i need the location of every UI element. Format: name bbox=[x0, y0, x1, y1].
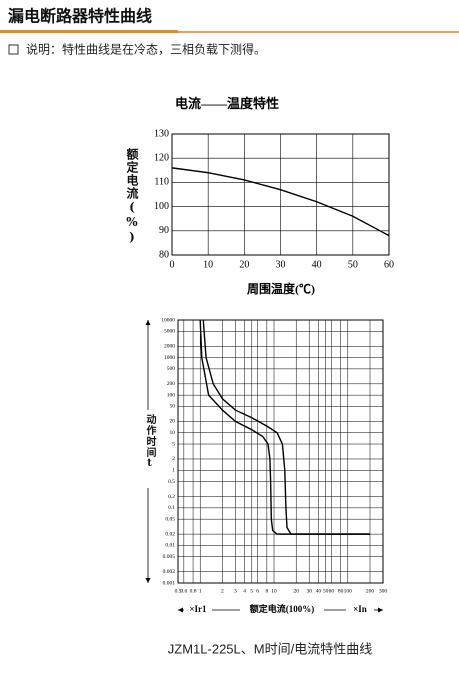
y-tick-label: 0.1 bbox=[168, 505, 175, 511]
x-tick-label: 8 bbox=[265, 588, 268, 594]
y-tick-label: 5 bbox=[172, 441, 175, 447]
y-tick-label: 1000 bbox=[164, 355, 175, 361]
y-axis-label: 动作时间t bbox=[144, 414, 155, 470]
x-tick-label: 40 bbox=[316, 588, 322, 594]
plot-area bbox=[177, 319, 384, 584]
x-tick-label: 0.8 bbox=[190, 588, 197, 594]
x-tick-label: 0.6 bbox=[180, 588, 187, 594]
y-tick-label: 2000 bbox=[164, 344, 175, 350]
x-tick-label: 300 bbox=[379, 588, 388, 594]
curve bbox=[199, 319, 371, 535]
y-tick-label: 0.01 bbox=[165, 543, 175, 549]
y-tick-label: 130 bbox=[154, 128, 169, 139]
y-tick-label: 110 bbox=[154, 177, 169, 188]
y-tick-label: 0.2 bbox=[168, 494, 175, 500]
y-tick-label: 0.02 bbox=[165, 531, 175, 537]
x-axis-label: 周围温度(℃) bbox=[247, 281, 315, 296]
note-box bbox=[8, 44, 19, 55]
y-tick-label: 0.005 bbox=[163, 554, 176, 560]
y-tick-label: 0.5 bbox=[168, 479, 175, 485]
x-tick-label: 0.5 bbox=[175, 588, 182, 594]
arrow-heads bbox=[145, 320, 383, 613]
annotation: ×In bbox=[353, 604, 367, 614]
y-tick-label: 120 bbox=[154, 152, 169, 163]
range-arrows bbox=[147, 320, 383, 611]
y-tick-label: 0.002 bbox=[163, 569, 176, 575]
y-tick-label: 100 bbox=[154, 201, 169, 212]
y-tick-label: 10 bbox=[170, 430, 176, 436]
y-tick-label: 100 bbox=[167, 392, 176, 398]
x-tick-label: 30 bbox=[306, 588, 312, 594]
y-tick-label: 80 bbox=[159, 249, 169, 260]
x-tick-label: 80 bbox=[338, 588, 344, 594]
x-tick-label: 200 bbox=[366, 588, 375, 594]
chart-title: 电流——温度特性 bbox=[175, 96, 279, 111]
x-tick-label: 20 bbox=[293, 588, 299, 594]
x-tick-label: 60 bbox=[384, 259, 394, 270]
curve bbox=[171, 167, 390, 237]
y-tick-label: 10000 bbox=[161, 317, 175, 323]
y-tick-label: 200 bbox=[167, 381, 176, 387]
y-axis-label: 额定电流(%) bbox=[125, 148, 139, 245]
x-tick-label: 20 bbox=[239, 259, 249, 270]
x-axis-label: 额定电流(100%) bbox=[250, 603, 315, 614]
title-rule bbox=[0, 31, 459, 33]
x-tick-label: 2 bbox=[221, 588, 224, 594]
note: 说明：特性曲线是在冷态，三相负载下测得。 bbox=[26, 42, 266, 57]
x-tick-label: 4 bbox=[243, 588, 246, 594]
x-tick-label: 5 bbox=[250, 588, 253, 594]
annotation: ×Ir1 bbox=[189, 604, 207, 614]
y-tick-label: 50 bbox=[170, 404, 176, 410]
x-tick-label: 6 bbox=[256, 588, 259, 594]
x-tick-label: 3 bbox=[234, 588, 237, 594]
y-tick-label: 1 bbox=[172, 468, 175, 474]
title-rule-accent bbox=[0, 30, 178, 33]
y-tick-label: 90 bbox=[159, 225, 169, 236]
x-tick-label: 50 bbox=[348, 259, 358, 270]
caption: JZM1L-225L、M时间/电流特性曲线 bbox=[168, 641, 372, 656]
x-tick-label: 0 bbox=[170, 259, 175, 270]
x-tick-label: 10 bbox=[203, 259, 213, 270]
y-tick-label: 5000 bbox=[164, 329, 175, 335]
y-tick-label: 2 bbox=[172, 456, 175, 462]
x-tick-label: 50 bbox=[323, 588, 329, 594]
x-tick-label: 30 bbox=[276, 259, 286, 270]
page-title: 漏电断路器特性曲线 bbox=[8, 7, 152, 26]
y-tick-label: 20 bbox=[170, 419, 176, 425]
x-tick-label: 60 bbox=[329, 588, 335, 594]
y-tick-label: 0.001 bbox=[163, 580, 176, 586]
x-tick-label: 100 bbox=[344, 588, 353, 594]
curve bbox=[202, 319, 371, 535]
x-tick-label: 40 bbox=[312, 259, 322, 270]
y-tick-label: 500 bbox=[167, 366, 176, 372]
x-tick-label: 1 bbox=[199, 588, 202, 594]
y-tick-label: 0.05 bbox=[165, 516, 175, 522]
x-tick-label: 10 bbox=[271, 588, 277, 594]
